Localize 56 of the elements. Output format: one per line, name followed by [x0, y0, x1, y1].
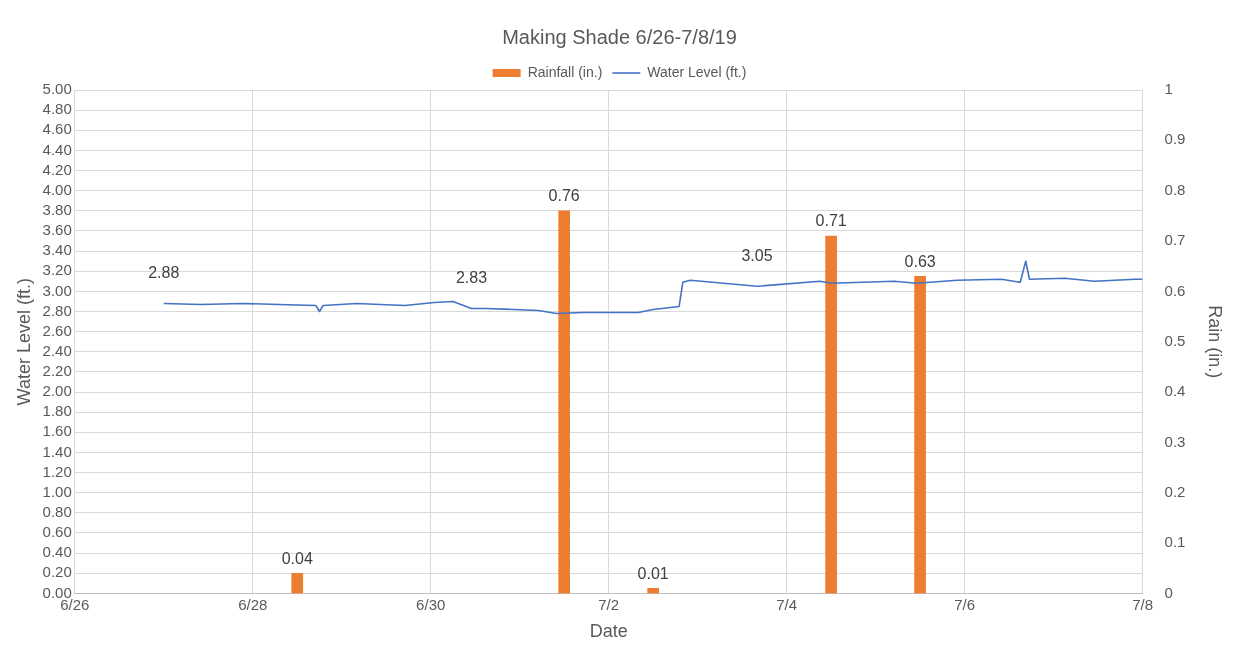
data-label: 2.83: [455, 268, 488, 286]
y2-tick-label: 0.3: [1164, 432, 1186, 450]
y2-tick-label: 0: [1164, 583, 1173, 601]
y-tick-label: 4.40: [42, 140, 72, 158]
y-tick-label: 2.40: [42, 341, 72, 359]
y-tick-label: 4.80: [42, 100, 72, 118]
data-label: 2.88: [148, 263, 180, 281]
y2-tick-label: 0.7: [1164, 231, 1186, 249]
y-tick-label: 3.80: [42, 200, 72, 218]
y2-tick-label: 0.2: [1164, 482, 1186, 500]
x-tick-label: 7/4: [776, 595, 798, 613]
x-tick-label: 6/30: [416, 595, 446, 613]
x-axis-title: Date: [589, 621, 628, 642]
y-tick-label: 2.20: [42, 362, 72, 380]
y-tick-label: 5.00: [42, 80, 72, 98]
data-label: 3.05: [741, 246, 773, 264]
y-axis-title: Water Level (ft.): [13, 278, 34, 406]
y2-tick-label: 0.8: [1164, 180, 1186, 198]
y-tick-label: 3.20: [42, 261, 72, 279]
legend-label: Rainfall (in.): [527, 63, 603, 80]
y2-tick-label: 1: [1164, 80, 1173, 98]
y-tick-label: 4.00: [42, 180, 72, 198]
y2-tick-label: 0.6: [1164, 281, 1186, 299]
y-tick-label: 4.60: [42, 120, 72, 138]
legend-label: Water Level (ft.): [647, 63, 747, 80]
y2-tick-label: 0.4: [1164, 382, 1186, 400]
y-tick-label: 1.80: [42, 402, 72, 420]
data-label: 0.76: [548, 187, 580, 205]
x-tick-label: 7/8: [1132, 595, 1153, 613]
data-label: 0.71: [815, 212, 847, 230]
y2-axis-title: Rain (in.): [1205, 305, 1226, 379]
y-tick-label: 1.40: [42, 442, 72, 460]
y-tick-label: 0.60: [42, 523, 72, 541]
y-tick-label: 3.60: [42, 221, 72, 239]
chart-title: Making Shade 6/26-7/8/19: [502, 25, 737, 48]
data-label: 0.63: [904, 252, 936, 270]
y-tick-label: 3.00: [42, 281, 72, 299]
y-tick-label: 1.20: [42, 462, 72, 480]
y-tick-label: 2.00: [42, 382, 72, 400]
y-tick-label: 0.80: [42, 503, 72, 520]
y-tick-label: 2.60: [42, 321, 72, 339]
y-tick-label: 4.20: [42, 160, 72, 178]
y2-tick-label: 0.5: [1164, 331, 1186, 349]
y2-tick-label: 0.9: [1164, 130, 1186, 148]
y-tick-label: 3.40: [42, 241, 72, 259]
x-tick-label: 6/28: [238, 595, 268, 613]
y-tick-label: 2.80: [42, 301, 72, 319]
data-label: 0.04: [281, 549, 313, 567]
y2-tick-label: 0.1: [1164, 533, 1186, 551]
y-tick-label: 1.00: [42, 482, 72, 500]
x-tick-label: 7/2: [598, 595, 620, 613]
y-tick-label: 1.60: [42, 422, 72, 440]
x-tick-label: 7/6: [954, 595, 976, 613]
y-tick-label: 0.20: [42, 563, 72, 581]
data-label: 0.01: [637, 564, 669, 582]
y-tick-label: 0.40: [42, 543, 72, 561]
